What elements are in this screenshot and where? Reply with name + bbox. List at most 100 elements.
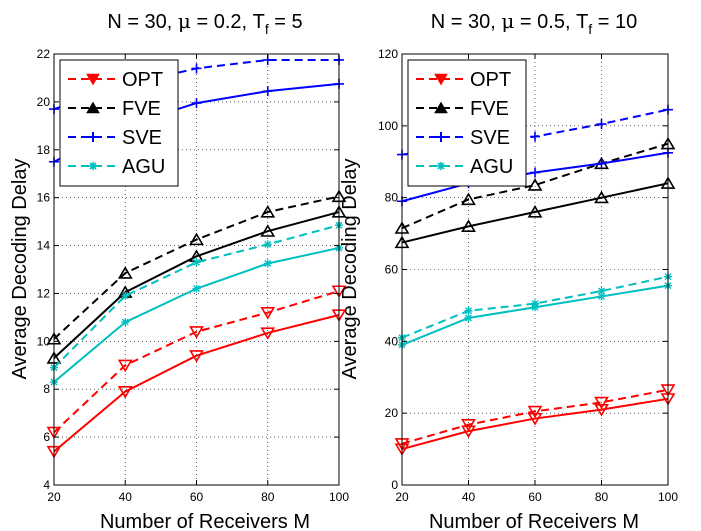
data-point-agu-dashed [121, 291, 130, 300]
series-line-opt-solid [401, 397, 669, 451]
legend-label-agu: AGU [122, 156, 165, 178]
data-point-opt-dashed [260, 306, 276, 320]
data-point-agu-solid [597, 292, 606, 301]
x-tick-label: 40 [462, 490, 476, 504]
chart-right-ylabel: Average Decoding Delay [339, 159, 361, 380]
data-point-agu-solid [121, 318, 130, 327]
data-point-agu-dashed [263, 240, 272, 249]
data-point-sve-solid [191, 98, 202, 109]
chart-left-title: N = 30, μ = 0.2, Tf = 5 [107, 9, 302, 37]
legend-marker-opt [434, 73, 448, 86]
chart-right: N = 30, μ = 0.5, Tf = 10 20 40 60 80 1000204… [339, 9, 678, 531]
legend-label-sve: SVE [470, 127, 510, 149]
x-tick-label: 20 [395, 490, 409, 504]
y-tick-label: 22 [37, 47, 51, 61]
x-tick-label: 40 [119, 490, 133, 504]
data-point-fve-dashed [461, 192, 476, 206]
series-line-agu-dashed [53, 224, 340, 369]
y-tick-label: 10 [37, 334, 51, 348]
legend-marker-sve [436, 132, 446, 142]
chart-left-plot: 20 40 60 80 100 4 6 8 10 12 14 16 18 20 22 OPT FVE SVE AGU [37, 47, 350, 504]
chart-right-title: N = 30, μ = 0.5, Tf = 10 [431, 9, 637, 37]
data-point-opt-dashed [189, 326, 204, 339]
series-line-fve-solid [53, 211, 340, 359]
chart-left-ylabel: Average Decoding Delay [9, 159, 31, 380]
legend-marker-agu [437, 162, 445, 170]
data-point-opt-dashed [594, 396, 609, 410]
y-tick-label: 20 [385, 406, 399, 420]
data-point-fve-solid [527, 205, 543, 218]
y-tick-label: 60 [385, 263, 399, 277]
x-tick-label: 100 [329, 490, 349, 504]
data-point-agu-dashed [464, 306, 473, 315]
x-tick-label: 100 [658, 490, 678, 504]
chart-left: N = 30, μ = 0.2, Tf = 5 20 40 60 80 100 4 6 8 10… [9, 9, 349, 531]
legend-box [407, 59, 527, 187]
legend: OPT FVE SVE AGU [407, 59, 527, 187]
y-tick-label: 80 [385, 191, 399, 205]
data-point-opt-dashed [527, 405, 543, 419]
y-tick-label: 20 [37, 95, 51, 109]
series-line-opt-dashed [401, 388, 669, 445]
legend-label-agu: AGU [470, 156, 513, 178]
data-point-sve-solid [262, 86, 273, 97]
x-tick-label: 80 [595, 490, 609, 504]
y-tick-label: 14 [37, 239, 51, 253]
data-point-sve-dashed [530, 131, 540, 142]
legend-marker-fve [86, 101, 100, 114]
legend-label-sve: SVE [122, 127, 162, 149]
data-point-opt-solid [527, 412, 543, 426]
x-tick-label: 60 [190, 490, 204, 504]
legend-label-fve: FVE [122, 98, 161, 120]
x-tick-label: 20 [47, 490, 61, 504]
legend-marker-sve [88, 132, 98, 142]
y-tick-label: 120 [378, 47, 398, 61]
y-tick-label: 6 [43, 430, 50, 444]
data-point-fve-dashed [189, 232, 204, 246]
data-point-fve-dashed [527, 178, 543, 191]
y-tick-label: 4 [43, 478, 50, 492]
y-tick-label: 0 [391, 478, 398, 492]
y-tick-label: 8 [43, 382, 50, 396]
y-tick-label: 16 [37, 191, 51, 205]
data-point-fve-solid [594, 190, 609, 204]
legend-marker-agu [89, 162, 97, 170]
chart-left-xlabel: Number of Receivers M [100, 511, 310, 531]
x-tick-label: 60 [528, 490, 542, 504]
data-point-sve-dashed [596, 119, 607, 130]
series-line-opt-solid [53, 314, 340, 453]
data-point-agu-dashed [597, 287, 606, 296]
data-point-agu-solid [192, 284, 201, 293]
data-point-opt-solid [594, 403, 609, 417]
data-point-agu-solid [464, 313, 473, 322]
series-line-opt-dashed [53, 290, 340, 434]
data-point-opt-solid [461, 425, 476, 439]
data-point-sve-solid [530, 167, 540, 178]
legend-marker-opt [86, 73, 100, 86]
series-line-fve-dashed [53, 195, 340, 340]
y-tick-label: 12 [37, 286, 51, 300]
data-point-fve-dashed [260, 205, 276, 218]
y-tick-label: 18 [37, 143, 51, 157]
series-line-agu-dashed [401, 275, 669, 339]
data-point-agu-dashed [192, 258, 201, 267]
data-point-sve-solid [596, 158, 607, 169]
y-tick-label: 100 [378, 119, 398, 133]
legend-label-fve: FVE [470, 98, 509, 120]
chart-right-xlabel: Number of Receivers M [429, 511, 639, 531]
legend: OPT FVE SVE AGU [59, 59, 179, 187]
data-point-agu-solid [531, 303, 539, 312]
data-point-fve-solid [260, 224, 276, 237]
x-tick-label: 80 [261, 490, 275, 504]
legend-box [59, 59, 179, 187]
data-point-fve-dashed [117, 266, 133, 279]
data-point-opt-solid [189, 350, 204, 363]
data-point-sve-dashed [191, 63, 202, 74]
y-tick-label: 40 [385, 334, 399, 348]
legend-label-opt: OPT [122, 69, 163, 91]
legend-marker-fve [434, 101, 448, 114]
legend-label-opt: OPT [470, 69, 511, 91]
series-line-fve-solid [401, 182, 669, 244]
